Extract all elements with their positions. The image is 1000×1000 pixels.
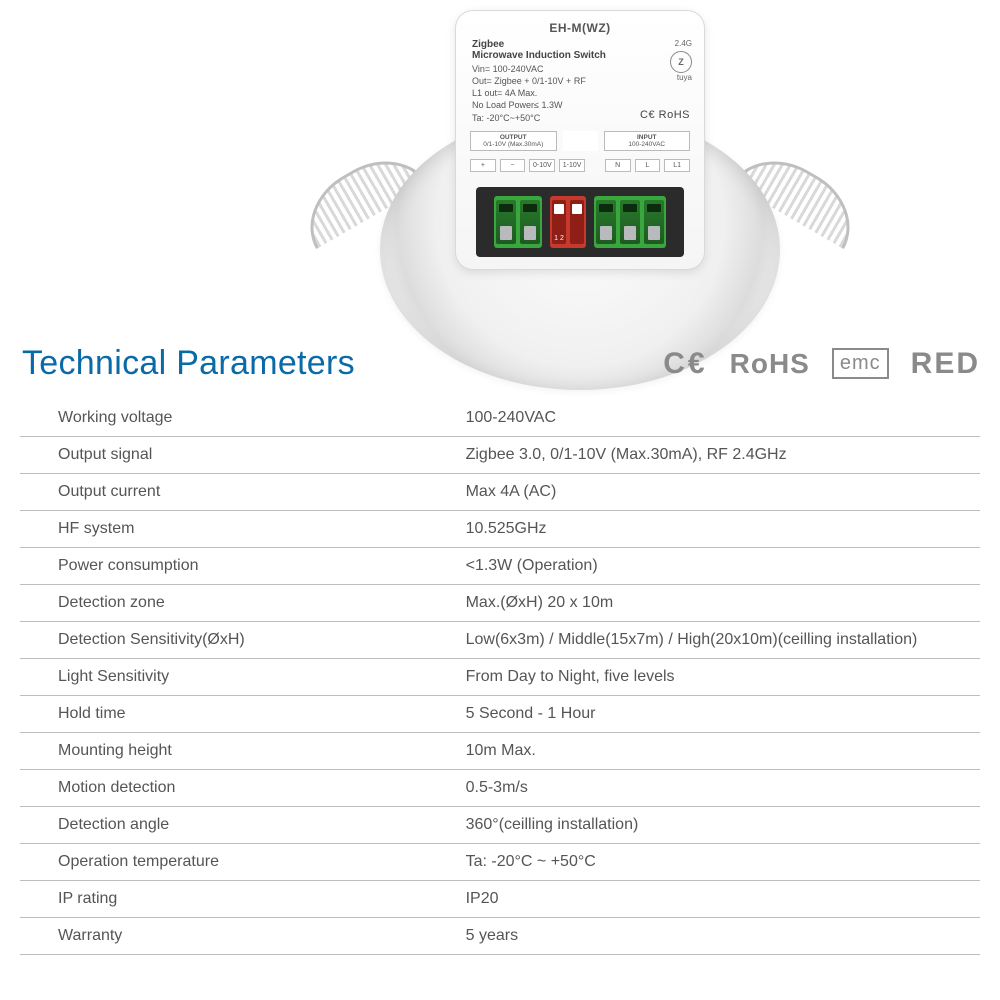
param-value: 5 years — [462, 918, 980, 954]
pin-label: 1-10V — [559, 159, 585, 172]
param-name: Light Sensitivity — [20, 659, 462, 695]
param-name: Output signal — [20, 437, 462, 473]
product-title: Zigbee Microwave Induction Switch — [472, 39, 688, 61]
freq-badge: 2.4G — [670, 39, 692, 49]
table-row: Output signal Zigbee 3.0, 0/1-10V (Max.3… — [20, 437, 980, 474]
table-row: Operation temperature Ta: -20°C ~ +50°C — [20, 844, 980, 881]
input-terminal-block — [594, 196, 666, 248]
param-value: From Day to Night, five levels — [462, 659, 980, 695]
pin-label: L1 — [664, 159, 690, 172]
certification-marks: C€ RoHS emc RED — [663, 347, 980, 381]
tuya-badge: tuya — [670, 73, 692, 83]
param-value: 360°(ceilling installation) — [462, 807, 980, 843]
emc-mark-icon: emc — [832, 348, 889, 379]
table-row: Motion detection 0.5-3m/s — [20, 770, 980, 807]
output-header: OUTPUT 0/1-10V (Max.30mA) — [470, 131, 557, 151]
output-terminal-block — [494, 196, 542, 248]
input-header: INPUT 100-240VAC — [604, 131, 691, 151]
rohs-mark-icon: RoHS — [730, 348, 810, 380]
dip-switch: 1 2 — [550, 196, 586, 248]
param-value: Max.(ØxH) 20 x 10m — [462, 585, 980, 621]
param-value: 10m Max. — [462, 733, 980, 769]
pin-label: N — [605, 159, 631, 172]
param-name: IP rating — [20, 881, 462, 917]
param-value: Ta: -20°C ~ +50°C — [462, 844, 980, 880]
param-value: 10.525GHz — [462, 511, 980, 547]
param-name: Working voltage — [20, 400, 462, 436]
param-name: HF system — [20, 511, 462, 547]
param-name: Output current — [20, 474, 462, 510]
protocol-badges: 2.4G Z tuya — [670, 39, 692, 84]
pin-labels-row: +−0-10V 1-10V NLL1 — [470, 159, 690, 172]
terminal-well: 1 2 — [476, 187, 684, 257]
ce-rohs-label: C€ RoHS — [640, 109, 690, 121]
pin-label: + — [470, 159, 496, 172]
parameters-table: Working voltage 100-240VAC Output signal… — [20, 400, 980, 955]
table-row: Detection Sensitivity(ØxH) Low(6x3m) / M… — [20, 622, 980, 659]
param-name: Power consumption — [20, 548, 462, 584]
pin-label: 0-10V — [529, 159, 555, 172]
param-value: <1.3W (Operation) — [462, 548, 980, 584]
pin-label: − — [500, 159, 526, 172]
param-name: Detection angle — [20, 807, 462, 843]
table-row: Output current Max 4A (AC) — [20, 474, 980, 511]
device-module: EH-M(WZ) Zigbee Microwave Induction Swit… — [455, 10, 705, 270]
param-name: Warranty — [20, 918, 462, 954]
terminal-header-row: OUTPUT 0/1-10V (Max.30mA) INPUT 100-240V… — [470, 131, 690, 151]
red-mark-icon: RED — [911, 347, 980, 381]
param-value: Max 4A (AC) — [462, 474, 980, 510]
param-value: 5 Second - 1 Hour — [462, 696, 980, 732]
param-value: Zigbee 3.0, 0/1-10V (Max.30mA), RF 2.4GH… — [462, 437, 980, 473]
table-row: HF system 10.525GHz — [20, 511, 980, 548]
table-row: Power consumption <1.3W (Operation) — [20, 548, 980, 585]
table-row: Light Sensitivity From Day to Night, fiv… — [20, 659, 980, 696]
model-number: EH-M(WZ) — [472, 21, 688, 35]
zigbee-icon: Z — [670, 51, 692, 73]
pin-label: L — [635, 159, 661, 172]
table-row: Warranty 5 years — [20, 918, 980, 955]
product-image: EH-M(WZ) Zigbee Microwave Induction Swit… — [360, 10, 800, 390]
param-name: Motion detection — [20, 770, 462, 806]
param-name: Detection zone — [20, 585, 462, 621]
table-row: IP rating IP20 — [20, 881, 980, 918]
param-name: Detection Sensitivity(ØxH) — [20, 622, 462, 658]
param-name: Mounting height — [20, 733, 462, 769]
heading-row: Technical Parameters C€ RoHS emc RED — [22, 344, 980, 383]
param-name: Hold time — [20, 696, 462, 732]
page: EH-M(WZ) Zigbee Microwave Induction Swit… — [0, 0, 1000, 1000]
param-value: Low(6x3m) / Middle(15x7m) / High(20x10m)… — [462, 622, 980, 658]
ce-mark-icon: C€ — [663, 347, 707, 381]
section-title: Technical Parameters — [22, 344, 355, 383]
table-row: Mounting height 10m Max. — [20, 733, 980, 770]
product-spec-line: L1 out= 4A Max. — [472, 87, 688, 99]
table-row: Working voltage 100-240VAC — [20, 400, 980, 437]
param-name: Operation temperature — [20, 844, 462, 880]
param-value: 100-240VAC — [462, 400, 980, 436]
table-row: Hold time 5 Second - 1 Hour — [20, 696, 980, 733]
table-row: Detection zone Max.(ØxH) 20 x 10m — [20, 585, 980, 622]
param-value: IP20 — [462, 881, 980, 917]
product-spec-line: Vin= 100-240VAC — [472, 63, 688, 75]
product-spec-line: Out= Zigbee + 0/1-10V + RF — [472, 75, 688, 87]
param-value: 0.5-3m/s — [462, 770, 980, 806]
table-row: Detection angle 360°(ceilling installati… — [20, 807, 980, 844]
